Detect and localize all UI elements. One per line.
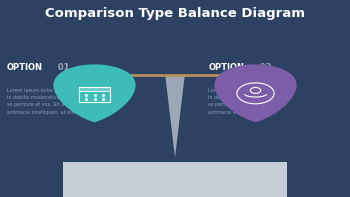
Polygon shape (54, 64, 135, 122)
Text: 01: 01 (55, 63, 70, 72)
Text: Lorem ipsum dolor sit amet, ut
in debitis moderatius ius, recteq
se pericula et : Lorem ipsum dolor sit amet, ut in debiti… (7, 88, 86, 115)
FancyBboxPatch shape (79, 87, 110, 91)
Text: 02: 02 (257, 63, 271, 72)
Text: Comparison Type Balance Diagram: Comparison Type Balance Diagram (45, 7, 305, 20)
FancyBboxPatch shape (63, 162, 287, 197)
Text: Lorem ipsum dolor sit amet, ut
in debitis moderatius ius, recteq
se pericula et : Lorem ipsum dolor sit amet, ut in debiti… (208, 88, 288, 115)
Polygon shape (165, 75, 185, 158)
Polygon shape (215, 64, 296, 122)
Text: OPTION: OPTION (208, 63, 244, 72)
Text: OPTION: OPTION (7, 63, 43, 72)
